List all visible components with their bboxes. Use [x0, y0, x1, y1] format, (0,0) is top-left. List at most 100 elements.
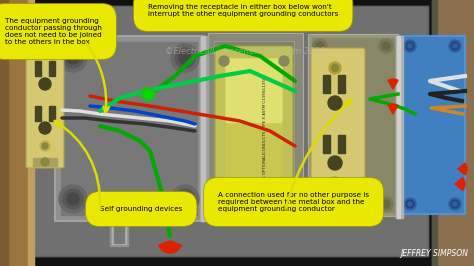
Wedge shape — [458, 163, 467, 175]
Bar — [49, 106, 55, 121]
Bar — [55, 36, 203, 221]
Circle shape — [141, 87, 155, 101]
Circle shape — [382, 200, 390, 208]
Circle shape — [40, 49, 50, 59]
FancyBboxPatch shape — [226, 124, 282, 183]
Circle shape — [313, 39, 327, 53]
Circle shape — [404, 198, 416, 210]
Circle shape — [41, 158, 49, 166]
Bar — [28, 6, 428, 256]
Circle shape — [279, 56, 289, 66]
Bar — [114, 219, 124, 243]
FancyBboxPatch shape — [26, 34, 64, 168]
Circle shape — [331, 64, 338, 72]
Circle shape — [63, 48, 83, 68]
Bar — [35, 106, 41, 121]
Bar — [0, 0, 32, 266]
Bar — [35, 61, 41, 76]
Bar — [338, 75, 345, 93]
Circle shape — [175, 189, 195, 209]
Wedge shape — [388, 79, 398, 89]
Bar — [28, 6, 428, 256]
Bar — [397, 36, 400, 218]
Circle shape — [451, 42, 459, 50]
Circle shape — [449, 198, 461, 210]
Text: JEFFREY SIMPSON: JEFFREY SIMPSON — [400, 249, 468, 258]
Circle shape — [404, 40, 416, 52]
Bar — [323, 135, 330, 153]
Bar — [396, 36, 403, 218]
Circle shape — [42, 51, 48, 57]
Circle shape — [328, 156, 342, 170]
Bar — [49, 61, 55, 76]
Bar — [33, 36, 57, 44]
Circle shape — [59, 185, 87, 213]
Wedge shape — [388, 104, 398, 114]
Bar — [214, 41, 294, 211]
Bar — [308, 34, 398, 216]
Circle shape — [328, 96, 342, 110]
Circle shape — [171, 44, 199, 72]
Circle shape — [67, 193, 79, 205]
Circle shape — [453, 202, 457, 206]
Circle shape — [59, 44, 87, 72]
Circle shape — [379, 39, 393, 53]
Circle shape — [144, 90, 152, 98]
Circle shape — [42, 143, 48, 149]
Text: The equipment grounding
conductor passing through
does not need to be joined
to : The equipment grounding conductor passin… — [5, 18, 102, 45]
Bar — [61, 42, 197, 215]
Circle shape — [67, 52, 79, 64]
Wedge shape — [159, 241, 181, 253]
Bar — [312, 38, 394, 212]
Circle shape — [451, 200, 459, 208]
Bar — [432, 0, 474, 266]
Circle shape — [39, 78, 51, 90]
Circle shape — [179, 52, 191, 64]
Circle shape — [329, 62, 341, 74]
Bar — [338, 135, 345, 153]
Bar — [208, 33, 303, 218]
Circle shape — [219, 56, 229, 66]
Circle shape — [406, 42, 414, 50]
Circle shape — [313, 197, 327, 211]
Bar — [201, 36, 205, 221]
Circle shape — [175, 48, 195, 68]
Circle shape — [329, 177, 341, 189]
Bar — [110, 216, 128, 246]
FancyBboxPatch shape — [311, 48, 365, 200]
Bar — [400, 36, 465, 214]
FancyBboxPatch shape — [215, 46, 293, 206]
Circle shape — [171, 185, 199, 213]
Text: Removing the receptacle in either box below won't
interrupt the other equipment : Removing the receptacle in either box be… — [148, 4, 338, 17]
Circle shape — [316, 42, 324, 50]
Bar — [112, 218, 126, 244]
Text: A connection used for no other purpose is
required between the metal box and the: A connection used for no other purpose i… — [218, 192, 369, 212]
Bar — [323, 75, 330, 93]
Circle shape — [406, 200, 414, 208]
Circle shape — [331, 180, 338, 186]
Circle shape — [39, 122, 51, 134]
Text: Self grounding devices: Self grounding devices — [100, 206, 182, 212]
Circle shape — [382, 42, 390, 50]
FancyBboxPatch shape — [226, 59, 282, 123]
Circle shape — [63, 189, 83, 209]
Bar — [200, 36, 208, 221]
Circle shape — [408, 202, 412, 206]
Bar — [33, 158, 57, 166]
Text: ©ElectricalLicenseRenewal.Com 2020: ©ElectricalLicenseRenewal.Com 2020 — [165, 47, 325, 56]
Circle shape — [449, 40, 461, 52]
Bar — [0, 0, 8, 266]
Circle shape — [179, 193, 191, 205]
Circle shape — [316, 200, 324, 208]
Circle shape — [379, 197, 393, 211]
Text: IS OPTIONAL|CONDUCTS TYPE X ASTM C1390/L1350U: IS OPTIONAL|CONDUCTS TYPE X ASTM C1390/L… — [263, 73, 267, 179]
Circle shape — [40, 141, 50, 151]
Circle shape — [279, 186, 289, 196]
Circle shape — [408, 44, 412, 48]
Circle shape — [41, 36, 49, 44]
Bar — [432, 0, 437, 266]
Circle shape — [219, 186, 229, 196]
Bar — [28, 0, 34, 266]
Circle shape — [453, 44, 457, 48]
Wedge shape — [455, 178, 465, 190]
